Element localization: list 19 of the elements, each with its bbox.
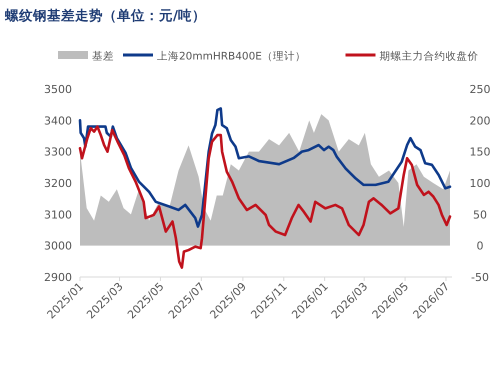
line-series <box>78 125 452 269</box>
chart-title: 螺纹钢基差走势（单位：元/吨） <box>4 8 206 24</box>
y-tick-label: 2900 <box>44 271 72 284</box>
y-tick-label: 3500 <box>44 83 72 96</box>
y2-tick-label: 250 <box>470 83 490 96</box>
y2-tick-label: 50 <box>473 208 487 222</box>
y2-tick-label: 0 <box>476 240 484 253</box>
y-tick-label: 3300 <box>44 146 72 159</box>
legend-label: 上海20mmHRB400E（理计） <box>157 50 306 62</box>
legend-label: 期螺主力合约收盘价 <box>380 50 478 62</box>
y2-tick-label: -50 <box>471 271 489 284</box>
y2-tick-label: 100 <box>470 177 490 190</box>
y2-tick-label: 200 <box>470 114 490 128</box>
y-tick-label: 3000 <box>44 240 72 253</box>
legend-label: 基差 <box>92 50 114 62</box>
y-tick-label: 3100 <box>44 208 72 222</box>
y-tick-label: 3400 <box>44 114 72 128</box>
y-tick-label: 3200 <box>44 177 72 190</box>
y2-tick-label: 150 <box>470 146 490 159</box>
